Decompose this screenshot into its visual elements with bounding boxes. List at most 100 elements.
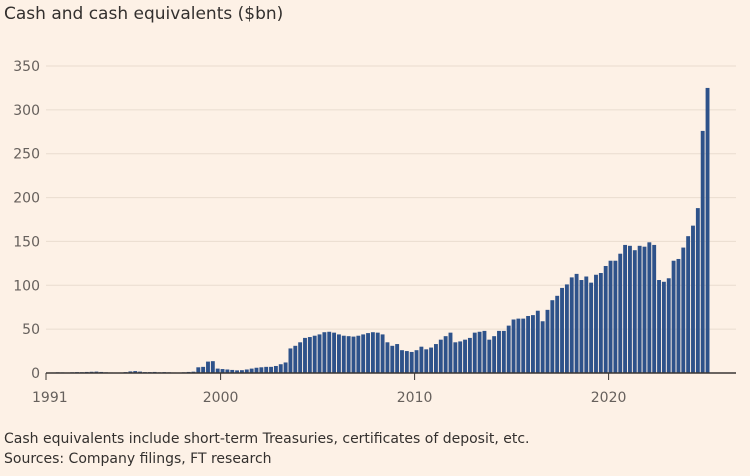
bar [492, 336, 497, 373]
x-tick-label: 2020 [591, 390, 627, 406]
y-tick-label: 50 [22, 322, 40, 338]
bar [278, 364, 283, 373]
bar [264, 366, 269, 373]
bar [472, 332, 477, 373]
bar [395, 344, 400, 373]
bar [215, 368, 220, 373]
bar [235, 370, 240, 373]
bar [133, 371, 138, 373]
bar [531, 315, 535, 373]
bar [453, 342, 458, 373]
bar [574, 273, 579, 373]
bar [390, 345, 395, 373]
bar [400, 350, 404, 373]
bar [240, 370, 244, 373]
bar [666, 278, 671, 373]
bars [46, 87, 710, 374]
bar [535, 310, 540, 373]
bar [661, 281, 666, 373]
chart-title: Cash and cash equivalents ($bn) [4, 4, 284, 24]
bar [317, 334, 322, 373]
bar [244, 369, 249, 373]
bar [647, 242, 652, 373]
y-tick-label: 300 [13, 103, 40, 119]
bar [448, 332, 453, 373]
bar [269, 366, 273, 373]
y-tick-labels: 0 50 100 150 200 250 300 350 [13, 59, 40, 382]
bar [545, 309, 550, 373]
bar [429, 347, 434, 373]
bar [283, 362, 288, 373]
bar [487, 339, 492, 373]
bar [206, 361, 210, 373]
y-tick-label: 250 [13, 147, 40, 163]
bar [438, 339, 443, 373]
bar [686, 236, 691, 373]
bar [249, 368, 254, 373]
bar [370, 332, 375, 373]
bar [695, 208, 700, 373]
bar [467, 337, 472, 373]
bar [632, 250, 637, 373]
bar [414, 350, 419, 373]
bar [225, 369, 230, 373]
y-tick-label: 150 [13, 234, 40, 250]
bar [676, 258, 681, 373]
bar [322, 332, 327, 373]
bar [603, 265, 608, 373]
x-tick-labels: 1991 2000 2010 2020 [32, 390, 626, 406]
bar [210, 361, 215, 373]
bar [589, 282, 594, 373]
bar [511, 319, 516, 373]
chart-source: Sources: Company filings, FT research [4, 451, 272, 467]
bar [671, 260, 676, 373]
bar [351, 336, 356, 373]
bar [613, 260, 618, 373]
bar [657, 280, 661, 373]
bar [259, 367, 264, 373]
bar [579, 280, 584, 373]
bar [293, 345, 298, 373]
bar [337, 334, 341, 373]
x-ticks [45, 373, 610, 380]
x-tick-label: 1991 [32, 390, 68, 406]
bar [555, 295, 560, 373]
bar [526, 315, 531, 373]
bar [705, 87, 710, 374]
bar [516, 318, 521, 373]
bar [303, 337, 307, 373]
bar [128, 371, 133, 373]
bar [327, 331, 332, 373]
bar [540, 321, 545, 373]
bar [443, 336, 448, 373]
bar [700, 130, 705, 373]
bar [608, 260, 613, 373]
bar [584, 276, 589, 373]
bar [307, 337, 312, 373]
bar [419, 346, 424, 373]
bar [196, 367, 201, 373]
bar [409, 351, 414, 373]
bar [569, 277, 574, 373]
bar [598, 273, 603, 373]
bar [521, 318, 526, 373]
bar [652, 244, 657, 373]
x-tick-label: 2010 [397, 390, 433, 406]
bar [458, 341, 463, 373]
y-tick-label: 100 [13, 278, 40, 294]
bar [506, 325, 511, 373]
bar [366, 333, 370, 373]
bar [560, 287, 564, 373]
y-tick-label: 0 [31, 366, 40, 382]
bar [298, 342, 303, 373]
bar [220, 369, 225, 373]
bar [273, 365, 278, 373]
bar [404, 351, 409, 373]
bar [385, 342, 390, 373]
gridlines [46, 65, 736, 330]
bar [477, 331, 482, 373]
bar [637, 245, 642, 373]
bar [312, 335, 317, 373]
bar [356, 335, 361, 373]
bar [361, 334, 366, 373]
